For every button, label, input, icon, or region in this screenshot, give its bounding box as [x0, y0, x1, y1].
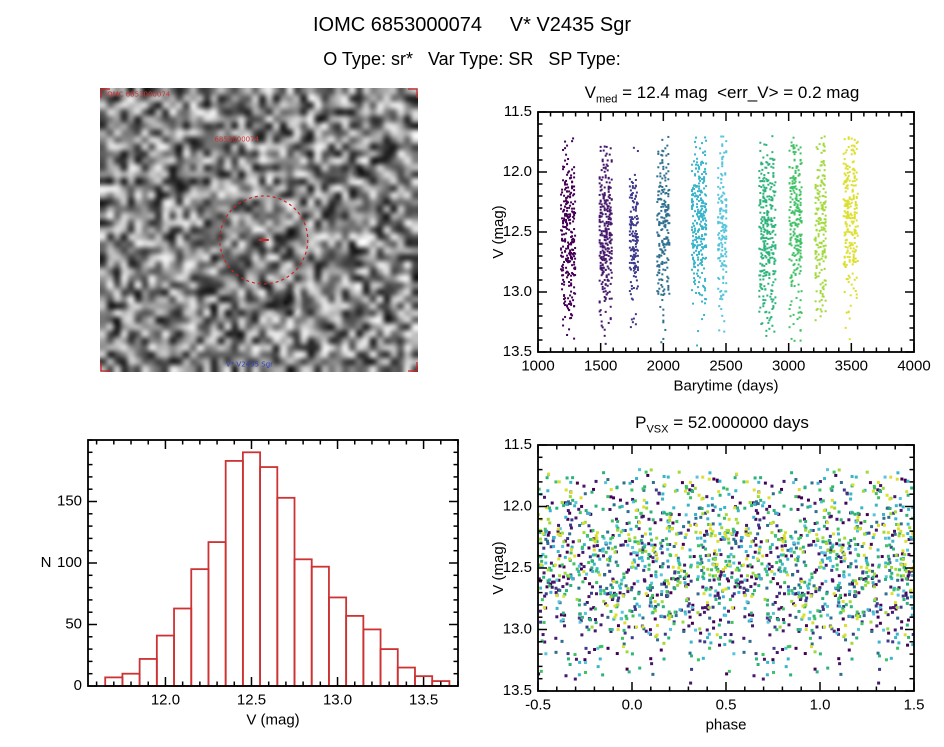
starfield-image	[100, 88, 418, 372]
lightcurve-title: Vmed = 12.4 mag <err_V> = 0.2 mag	[496, 83, 944, 105]
phase-title-rest: = 52.000000 days	[668, 413, 809, 432]
histogram-canvas	[30, 430, 480, 742]
phase-title-prefix: P	[635, 413, 647, 432]
lightcurve-title-sub: med	[596, 93, 618, 106]
lightcurve-title-prefix: V	[584, 83, 596, 102]
lightcurve-canvas	[488, 104, 940, 404]
page-subtitle: O Type: sr* Var Type: SR SP Type:	[323, 49, 621, 69]
lightcurve-title-rest: = 12.4 mag <err_V> = 0.2 mag	[617, 83, 860, 102]
phase-canvas	[488, 437, 940, 743]
phase-title: PVSX = 52.000000 days	[496, 413, 944, 435]
phase-title-sub: VSX	[646, 423, 669, 436]
page-title: IOMC 6853000074 V* V2435 Sgr	[313, 14, 631, 36]
